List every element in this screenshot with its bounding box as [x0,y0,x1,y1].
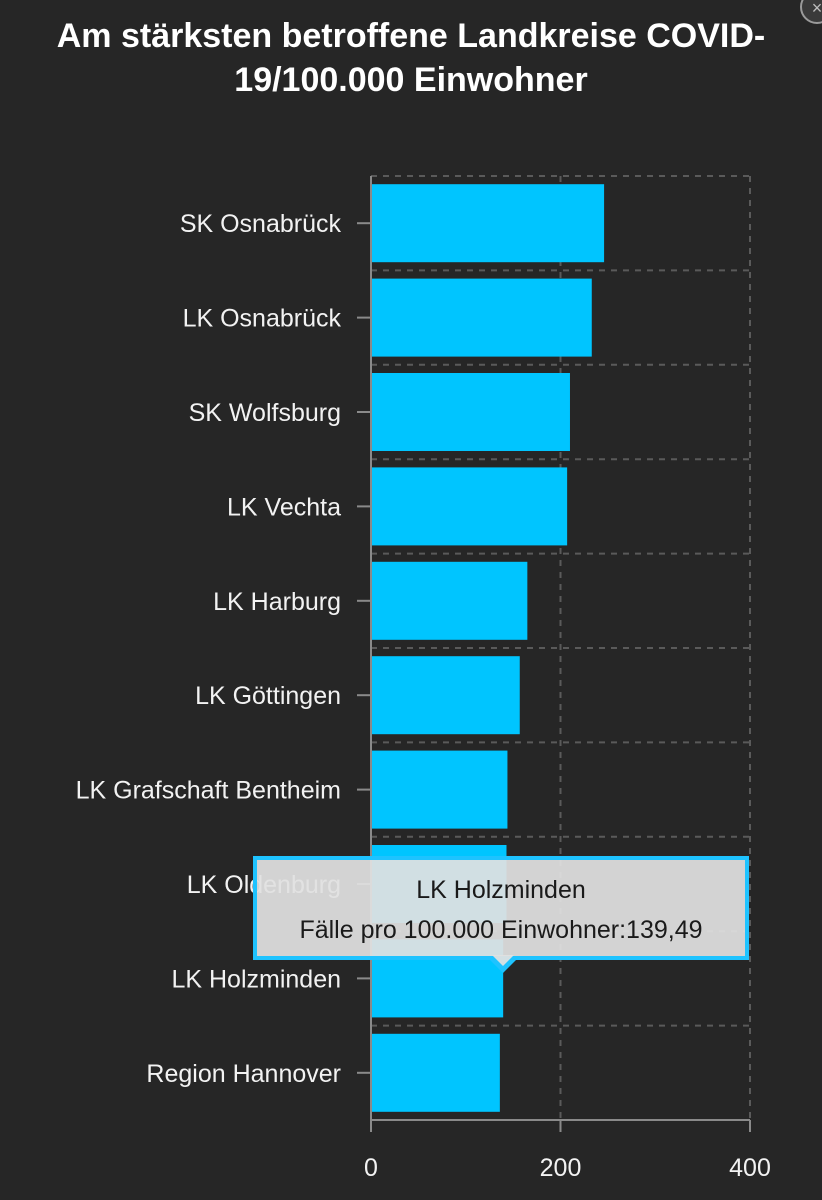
category-label-6: LK Grafschaft Bentheim [76,777,341,805]
category-label-4: LK Harburg [213,588,341,616]
category-label-9: Region Hannover [146,1060,341,1088]
chart-title-line-2: 19/100.000 Einwohner [234,61,588,99]
bar-3[interactable] [371,467,568,546]
bar-6[interactable] [371,750,508,829]
bar-4[interactable] [371,561,528,640]
category-label-8: LK Holzminden [171,965,341,993]
tooltip-arrow-fill [492,955,514,966]
bar-5[interactable] [371,656,520,735]
tooltip-value: Fälle pro 100.000 Einwohner:139,49 [299,916,703,944]
x-tick-label-0: 0 [364,1154,378,1182]
category-label-1: LK Osnabrück [183,305,342,333]
bar-1[interactable] [371,278,592,357]
category-label-3: LK Vechta [227,493,341,521]
category-label-0: SK Osnabrück [180,210,342,238]
close-icon: × [811,0,822,18]
x-tick-label-1: 200 [540,1154,582,1182]
tooltip-title: LK Holzminden [416,876,586,904]
category-label-2: SK Wolfsburg [189,399,341,427]
axes [357,176,751,1132]
category-label-5: LK Göttingen [195,682,341,710]
chart-title: Am stärksten betroffene Landkreise COVID… [0,14,822,102]
x-tick-labels: 0 200 400 [364,1154,771,1182]
bar-0[interactable] [371,184,605,263]
chart-title-line-1: Am stärksten betroffene Landkreise COVID… [56,17,766,55]
bar-2[interactable] [371,373,570,451]
tooltip: LK Holzminden Fälle pro 100.000 Einwohne… [253,856,749,960]
bar-9[interactable] [371,1033,500,1112]
x-tick-label-2: 400 [729,1154,771,1182]
close-button[interactable]: × [800,0,822,24]
